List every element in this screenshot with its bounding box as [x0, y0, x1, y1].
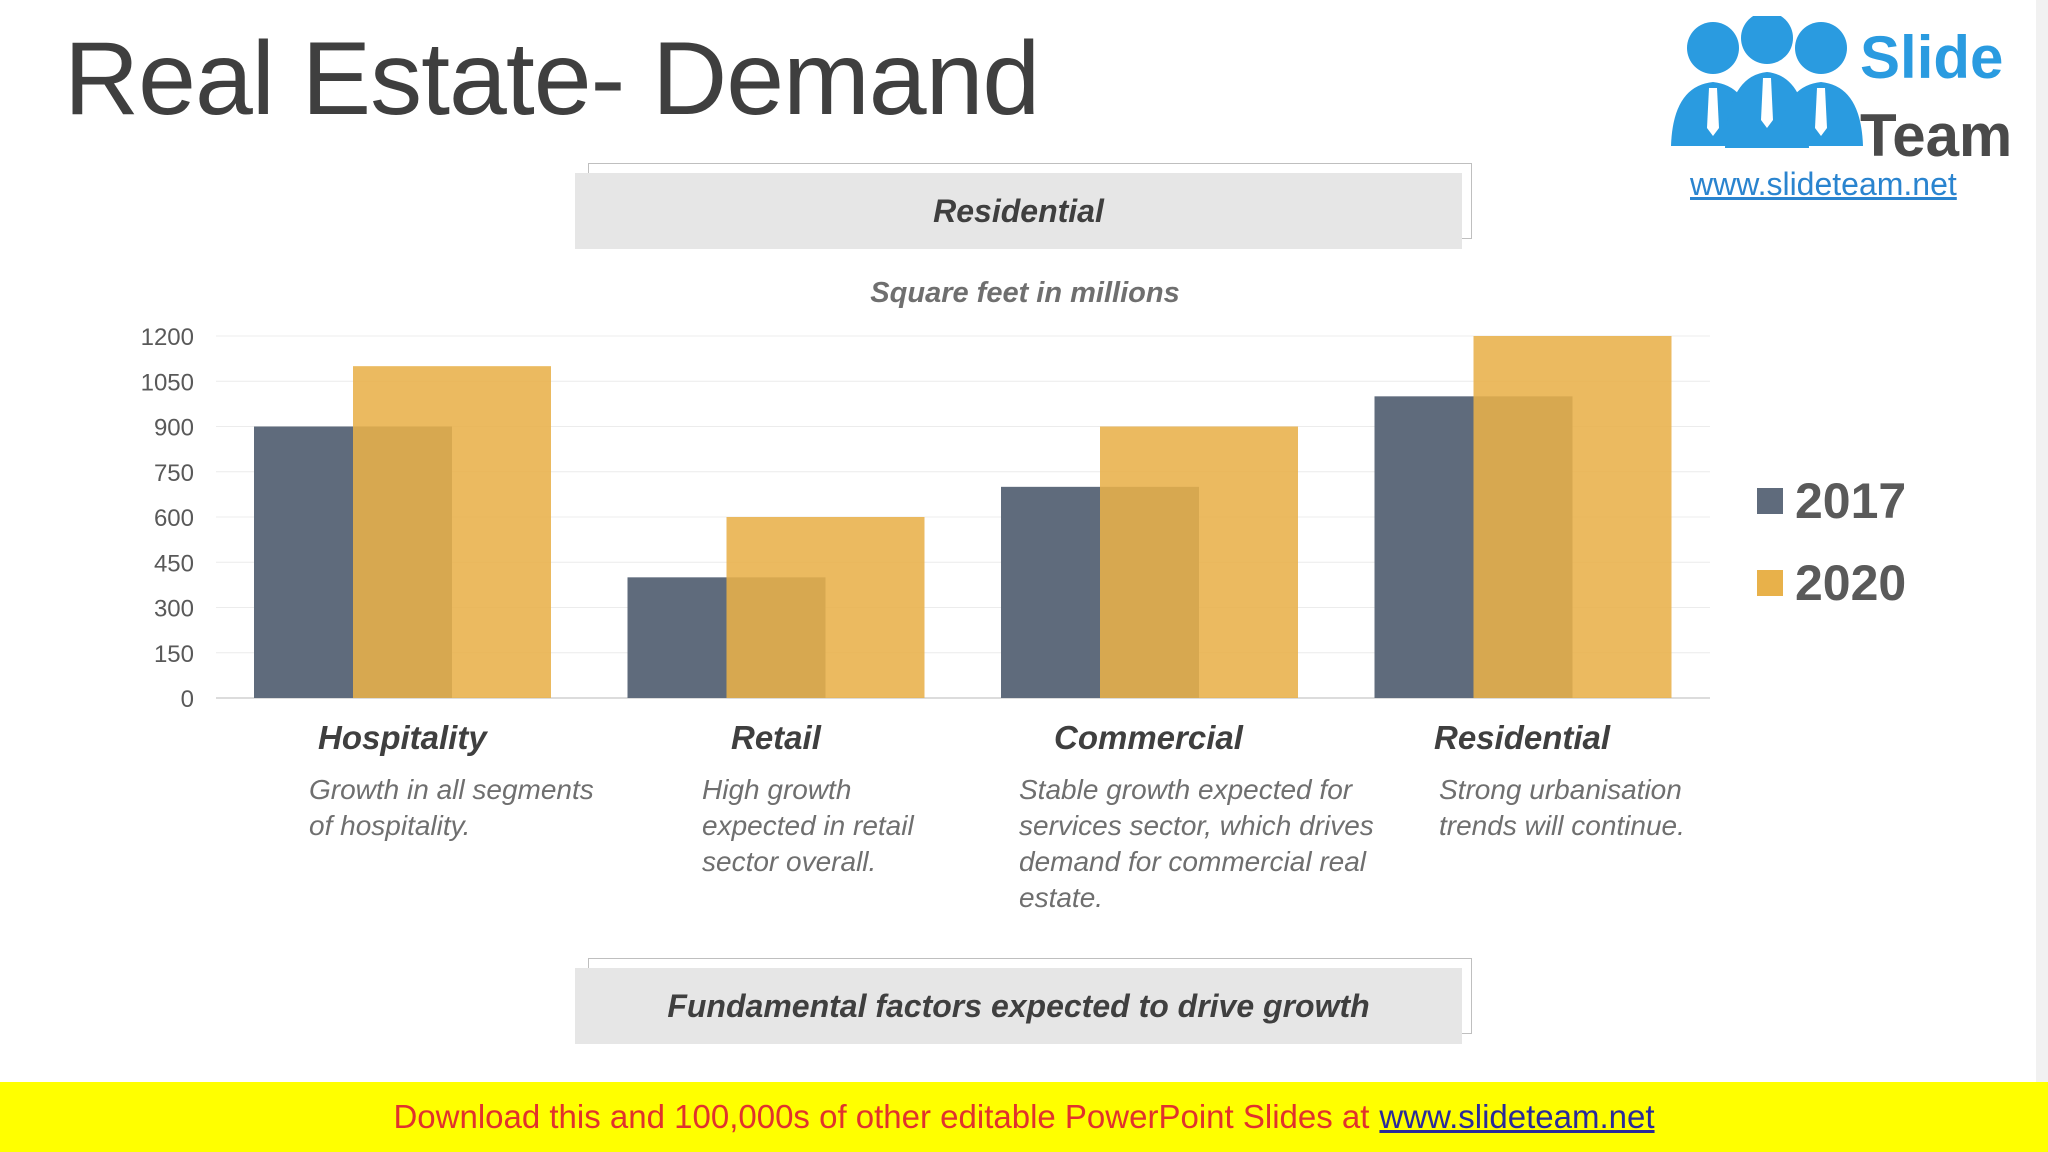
right-edge-strip — [2036, 0, 2048, 1082]
category-description-commercial: Stable growth expected for — [1019, 774, 1353, 805]
y-tick-label: 150 — [154, 641, 194, 668]
y-tick-label: 450 — [154, 550, 194, 577]
download-banner: Download this and 100,000s of other edit… — [0, 1082, 2048, 1152]
team-people-icon — [1671, 16, 1863, 148]
bar-chart: Square feet in millions 0 150 300 450 600 750 9… — [141, 277, 1710, 713]
category-description-retail: sector overall. — [702, 846, 877, 877]
download-banner-text: Download this and 100,000s of other edit… — [393, 1098, 1370, 1135]
category-description-commercial: demand for commercial real — [1019, 846, 1367, 877]
y-tick-label: 1050 — [141, 369, 194, 396]
category-description-hospitality: Growth in all segments — [309, 774, 594, 805]
legend-item-2017: 2017 — [1757, 472, 1906, 530]
residential-header-text: Residential — [933, 192, 1104, 229]
category-description-retail: expected in retail — [702, 810, 914, 841]
legend-item-2020: 2020 — [1757, 554, 1906, 612]
category-label-retail: Retail — [731, 719, 821, 756]
y-tick-label: 900 — [154, 415, 194, 442]
category-label-residential: Residential — [1434, 719, 1611, 756]
slideteam-logo[interactable]: Slide Team www.slideteam.net — [1640, 6, 2030, 202]
y-tick-label: 300 — [154, 596, 194, 623]
residential-header-box: Residential — [575, 163, 1472, 249]
y-tick-label: 600 — [154, 505, 194, 532]
category-description-retail: High growth — [702, 774, 852, 805]
logo-word-team: Team — [1860, 102, 2013, 169]
y-tick-label: 1200 — [141, 324, 194, 351]
category-description-residential: trends will continue. — [1439, 810, 1685, 841]
legend-label-2020: 2020 — [1795, 555, 1907, 611]
bar-2020-retail — [726, 517, 925, 698]
page-title: Real Estate- Demand — [64, 21, 1040, 137]
fundamental-factors-text: Fundamental factors expected to drive gr… — [667, 987, 1370, 1024]
legend-swatch-2017 — [1757, 488, 1783, 514]
bar-2020-hospitality — [353, 366, 551, 698]
category-description-hospitality: of hospitality. — [309, 810, 471, 841]
logo-url-link[interactable]: www.slideteam.net — [1690, 166, 1957, 202]
category-label-hospitality: Hospitality — [318, 719, 487, 756]
chart-subtitle: Square feet in millions — [870, 277, 1179, 309]
bar-2020-commercial — [1100, 426, 1298, 698]
category-label-commercial: Commercial — [1054, 719, 1243, 756]
logo-word-slide: Slide — [1860, 24, 2004, 91]
y-tick-label: 0 — [181, 686, 194, 713]
download-banner-link[interactable]: www.slideteam.net — [1379, 1098, 1655, 1135]
bar-2020-residential — [1473, 336, 1672, 698]
legend-label-2017: 2017 — [1795, 473, 1907, 529]
fundamental-factors-box: Fundamental factors expected to drive gr… — [575, 958, 1472, 1044]
y-tick-label: 750 — [154, 460, 194, 487]
category-description-residential: Strong urbanisation — [1439, 774, 1682, 805]
legend-swatch-2020 — [1757, 570, 1783, 596]
category-description-commercial: estate. — [1019, 882, 1104, 913]
category-description-commercial: services sector, which drives — [1019, 810, 1374, 841]
